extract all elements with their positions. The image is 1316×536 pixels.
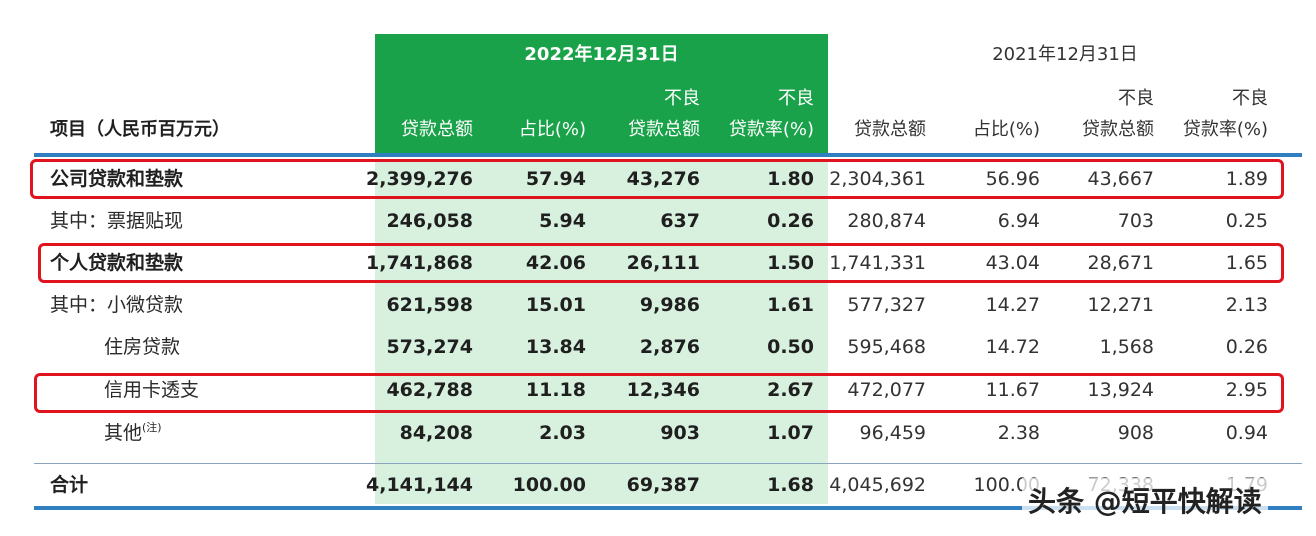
- row-label: 个人贷款和垫款: [50, 252, 184, 274]
- cell-2022-npl-total: 9,986: [639, 294, 700, 316]
- cell-2021-share: 14.72: [985, 336, 1040, 358]
- row-label: 其中：小微贷款: [50, 294, 184, 316]
- cell-2022-npl-ratio: 1.80: [767, 168, 814, 190]
- cell-2021-npl-ratio: 0.94: [1225, 422, 1268, 444]
- cell-2021-npl-total: 703: [1117, 210, 1154, 232]
- cell-2022-npl-total: 903: [660, 422, 700, 444]
- cell-2021-npl-ratio: 1.89: [1225, 168, 1268, 190]
- row-label: 住房贷款: [104, 336, 181, 358]
- cell-2021-npl-ratio: 1.65: [1225, 252, 1268, 274]
- col-2021-share: 占比(%): [972, 119, 1040, 140]
- cell-2022-share: 5.94: [539, 210, 586, 232]
- cell-2021-share: 11.67: [985, 379, 1040, 401]
- cell-2021-npl-ratio: 0.26: [1225, 336, 1268, 358]
- cell-2021-share: 43.04: [985, 252, 1040, 274]
- cell-2022-loan-total: 462,788: [386, 379, 473, 401]
- cell-2021-share: 14.27: [985, 294, 1040, 316]
- cell-2021-share: 6.94: [997, 210, 1040, 232]
- row-label-note: (注): [142, 421, 162, 434]
- cell-2022-loan-total: 1,741,868: [366, 252, 473, 274]
- row-label-wrapper: 其他(注): [104, 421, 162, 444]
- col-2021-loan-total: 贷款总额: [854, 119, 926, 140]
- cell-2021-npl-total: 13,924: [1087, 379, 1154, 401]
- header-rule: [34, 153, 1302, 157]
- cell-2021-npl-total: 28,671: [1087, 252, 1154, 274]
- cell-2021-npl-total: 12,271: [1087, 294, 1154, 316]
- cell-2021-share: 2.38: [997, 422, 1040, 444]
- total-2022-loan-total: 4,141,144: [366, 474, 473, 496]
- col-2021-nplr-top: 不良: [1232, 88, 1268, 109]
- total-2022-share: 100.00: [512, 474, 586, 496]
- col-2022-npl-bottom: 贷款总额: [628, 119, 700, 140]
- cell-2021-npl-ratio: 2.13: [1225, 294, 1268, 316]
- cell-2022-loan-total: 573,274: [386, 336, 473, 358]
- cell-2022-share: 42.06: [525, 252, 586, 274]
- cell-2021-npl-total: 43,667: [1087, 168, 1154, 190]
- col-2021-npl-bottom: 贷款总额: [1082, 119, 1154, 140]
- col-2022-nplr-bottom: 贷款率(%): [728, 119, 814, 140]
- cell-2022-npl-ratio: 0.26: [767, 210, 814, 232]
- cell-2021-loan-total: 2,304,361: [829, 168, 926, 190]
- watermark: 头条 @短平快解读: [1022, 478, 1268, 522]
- cell-2021-loan-total: 595,468: [847, 336, 926, 358]
- cell-2022-npl-total: 12,346: [626, 379, 700, 401]
- bottom-rule: [34, 506, 1302, 510]
- row-label: 信用卡透支: [104, 379, 200, 401]
- col-2022-nplr-top: 不良: [778, 88, 814, 109]
- row-label: 其中：票据贴现: [50, 210, 184, 232]
- row-label: 公司贷款和垫款: [50, 168, 184, 190]
- col-2021-npl-top: 不良: [1118, 88, 1154, 109]
- cell-2021-npl-ratio: 0.25: [1225, 210, 1268, 232]
- cell-2022-share: 13.84: [525, 336, 586, 358]
- cell-2021-loan-total: 472,077: [847, 379, 926, 401]
- total-rule: [34, 463, 1302, 464]
- cell-2022-npl-total: 2,876: [639, 336, 700, 358]
- cell-2021-loan-total: 1,741,331: [829, 252, 926, 274]
- cell-2022-share: 15.01: [525, 294, 586, 316]
- cell-2022-loan-total: 84,208: [399, 422, 473, 444]
- total-2022-npl-total: 69,387: [626, 474, 700, 496]
- cell-2022-npl-ratio: 0.50: [767, 336, 814, 358]
- cell-2021-npl-total: 1,568: [1099, 336, 1154, 358]
- row-label: 其他: [104, 422, 143, 444]
- header-2022-background: [375, 34, 828, 154]
- cell-2021-npl-total: 908: [1117, 422, 1154, 444]
- cell-2022-loan-total: 621,598: [386, 294, 473, 316]
- total-2022-npl-ratio: 1.68: [767, 474, 814, 496]
- col-2022-share: 占比(%): [518, 119, 586, 140]
- cell-2022-share: 2.03: [539, 422, 586, 444]
- cell-2022-npl-ratio: 2.67: [767, 379, 814, 401]
- highlight-corporate-loans: [30, 159, 1284, 199]
- cell-2022-loan-total: 2,399,276: [366, 168, 473, 190]
- cell-2021-loan-total: 96,459: [859, 422, 926, 444]
- cell-2022-npl-total: 637: [660, 210, 700, 232]
- cell-2022-loan-total: 246,058: [386, 210, 473, 232]
- total-label: 合计: [50, 474, 89, 496]
- cell-2022-share: 57.94: [525, 168, 586, 190]
- highlight-credit-card: [34, 373, 1284, 413]
- cell-2022-npl-total: 26,111: [626, 252, 700, 274]
- highlight-personal-loans: [38, 243, 1284, 283]
- cell-2022-npl-ratio: 1.61: [767, 294, 814, 316]
- total-2021-loan-total: 4,045,692: [829, 474, 926, 496]
- cell-2022-share: 11.18: [525, 379, 586, 401]
- item-column-heading: 项目（人民币百万元）: [50, 119, 230, 140]
- col-2022-loan-total: 贷款总额: [401, 119, 473, 140]
- cell-2021-share: 56.96: [985, 168, 1040, 190]
- period-2021-heading: 2021年12月31日: [992, 44, 1138, 65]
- col-2022-npl-top: 不良: [664, 88, 700, 109]
- cell-2021-loan-total: 280,874: [847, 210, 926, 232]
- cell-2021-loan-total: 577,327: [847, 294, 926, 316]
- col-2021-nplr-bottom: 贷款率(%): [1182, 119, 1268, 140]
- body-2022-background: [375, 160, 828, 504]
- period-2022-heading: 2022年12月31日: [524, 44, 679, 65]
- cell-2022-npl-ratio: 1.50: [767, 252, 814, 274]
- cell-2022-npl-total: 43,276: [626, 168, 700, 190]
- cell-2022-npl-ratio: 1.07: [767, 422, 814, 444]
- cell-2021-npl-ratio: 2.95: [1225, 379, 1268, 401]
